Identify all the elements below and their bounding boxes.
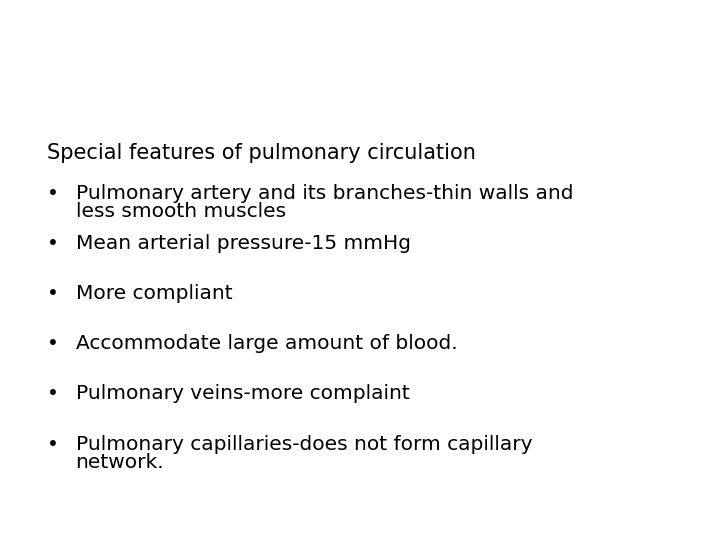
Text: network.: network. <box>76 453 164 472</box>
Text: less smooth muscles: less smooth muscles <box>76 202 286 221</box>
Text: •: • <box>47 284 58 303</box>
Text: Pulmonary artery and its branches-thin walls and: Pulmonary artery and its branches-thin w… <box>76 184 573 202</box>
Text: Special features of pulmonary circulation: Special features of pulmonary circulatio… <box>47 143 476 163</box>
Text: •: • <box>47 334 58 353</box>
Text: •: • <box>47 435 58 454</box>
Text: •: • <box>47 384 58 403</box>
Text: Mean arterial pressure-15 mmHg: Mean arterial pressure-15 mmHg <box>76 234 410 253</box>
Text: More compliant: More compliant <box>76 284 233 303</box>
Text: Accommodate large amount of blood.: Accommodate large amount of blood. <box>76 334 457 353</box>
Text: •: • <box>47 234 58 253</box>
Text: Pulmonary capillaries-does not form capillary: Pulmonary capillaries-does not form capi… <box>76 435 532 454</box>
Text: Pulmonary veins-more complaint: Pulmonary veins-more complaint <box>76 384 410 403</box>
Text: •: • <box>47 184 58 202</box>
